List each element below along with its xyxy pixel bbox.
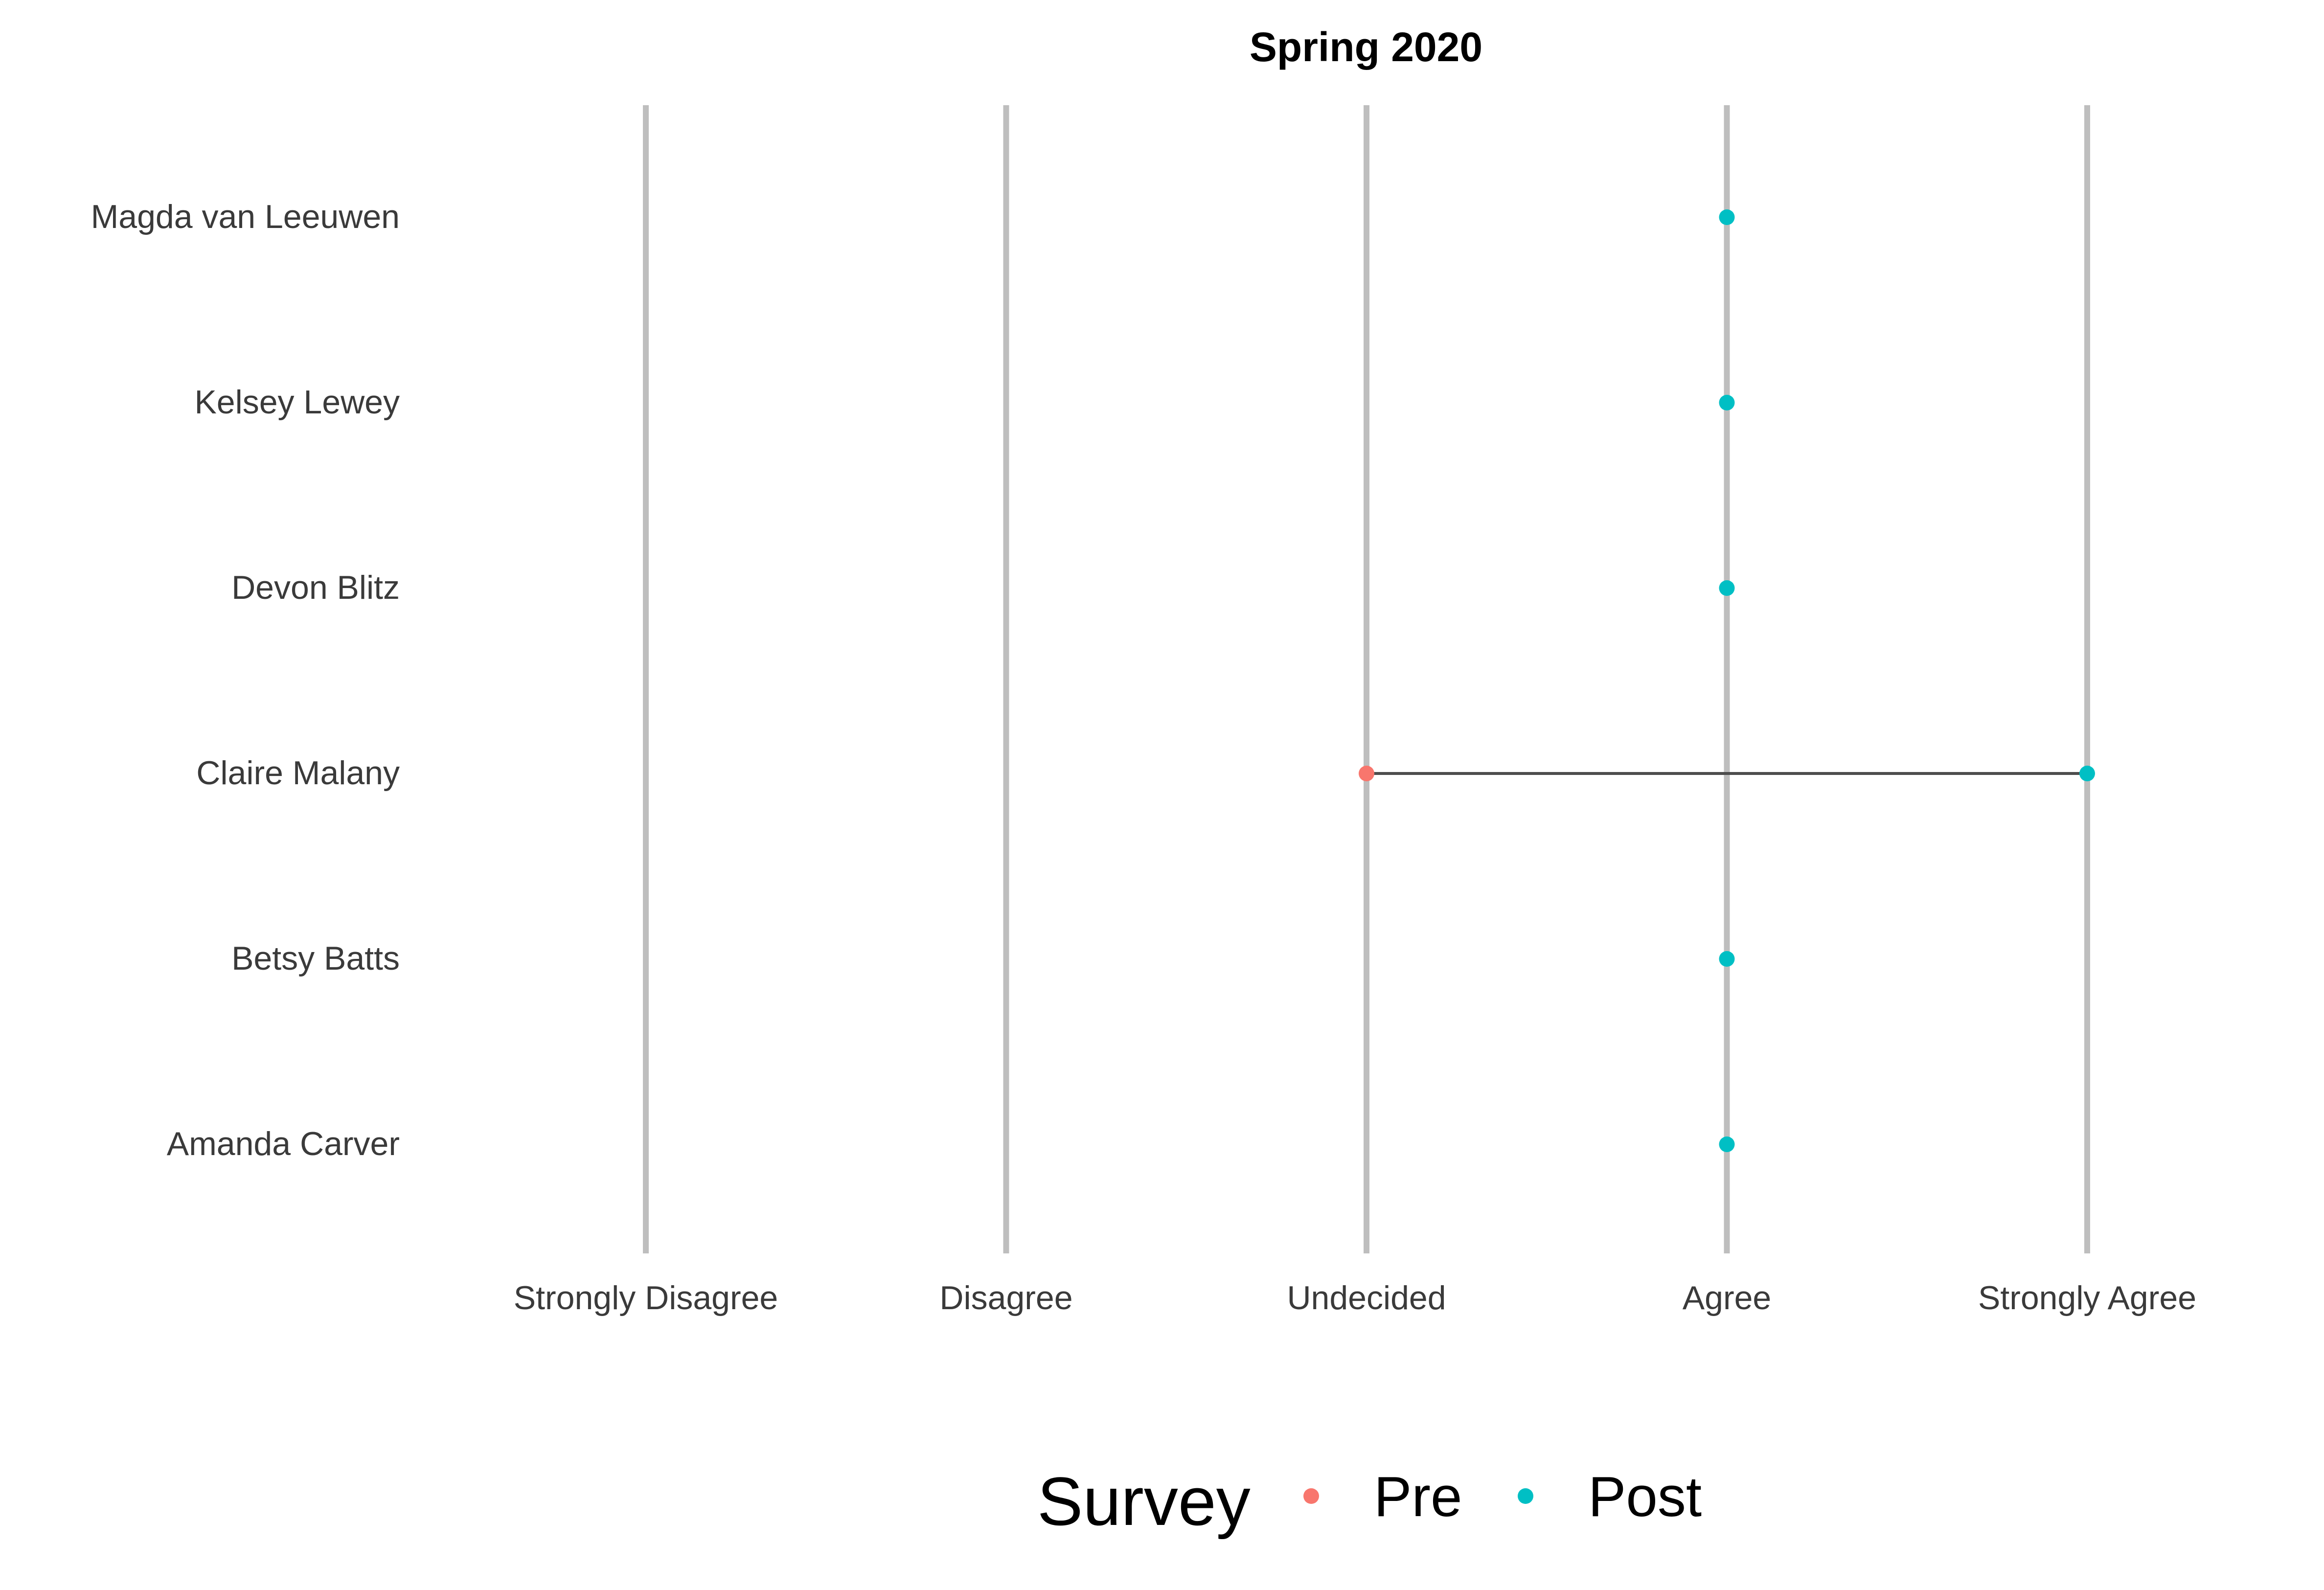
- x-tick-label: Strongly Disagree: [514, 1279, 778, 1317]
- legend: Survey Pre Post: [1037, 1463, 1702, 1540]
- x-tick-label: Agree: [1683, 1279, 1771, 1317]
- y-tick-label: Claire Malany: [196, 754, 400, 792]
- y-tick-label: Amanda Carver: [167, 1125, 400, 1162]
- point-post-devon-blitz: [1719, 580, 1735, 596]
- legend-key-post: [1518, 1488, 1533, 1504]
- x-tick-label: Strongly Agree: [1978, 1279, 2196, 1317]
- point-post-kelsey-lewey: [1719, 395, 1735, 410]
- legend-label-post: Post: [1588, 1465, 1702, 1528]
- legend-label-pre: Pre: [1374, 1465, 1462, 1528]
- y-tick-label: Betsy Batts: [231, 940, 400, 977]
- point-post-claire-malany: [2079, 766, 2095, 781]
- point-post-magda-van-leeuwen: [1719, 209, 1735, 225]
- x-axis-tick-labels: Strongly Disagree Disagree Undecided Agree S…: [514, 1279, 2196, 1317]
- data-points: [1359, 209, 2095, 1152]
- y-tick-label: Kelsey Lewey: [194, 384, 400, 421]
- point-pre-claire-malany: [1359, 766, 1374, 781]
- gridlines: [643, 105, 2090, 1253]
- point-post-betsy-batts: [1719, 951, 1735, 967]
- y-axis-tick-labels: Magda van Leeuwen Kelsey Lewey Devon Blitz…: [91, 198, 400, 1162]
- legend-key-pre: [1303, 1488, 1319, 1504]
- y-tick-label: Magda van Leeuwen: [91, 198, 400, 235]
- chart-title: Spring 2020: [1250, 24, 1482, 70]
- x-tick-label: Undecided: [1287, 1279, 1446, 1317]
- legend-title: Survey: [1037, 1463, 1251, 1540]
- x-tick-label: Disagree: [939, 1279, 1072, 1317]
- point-post-amanda-carver: [1719, 1136, 1735, 1152]
- y-tick-label: Devon Blitz: [231, 569, 400, 606]
